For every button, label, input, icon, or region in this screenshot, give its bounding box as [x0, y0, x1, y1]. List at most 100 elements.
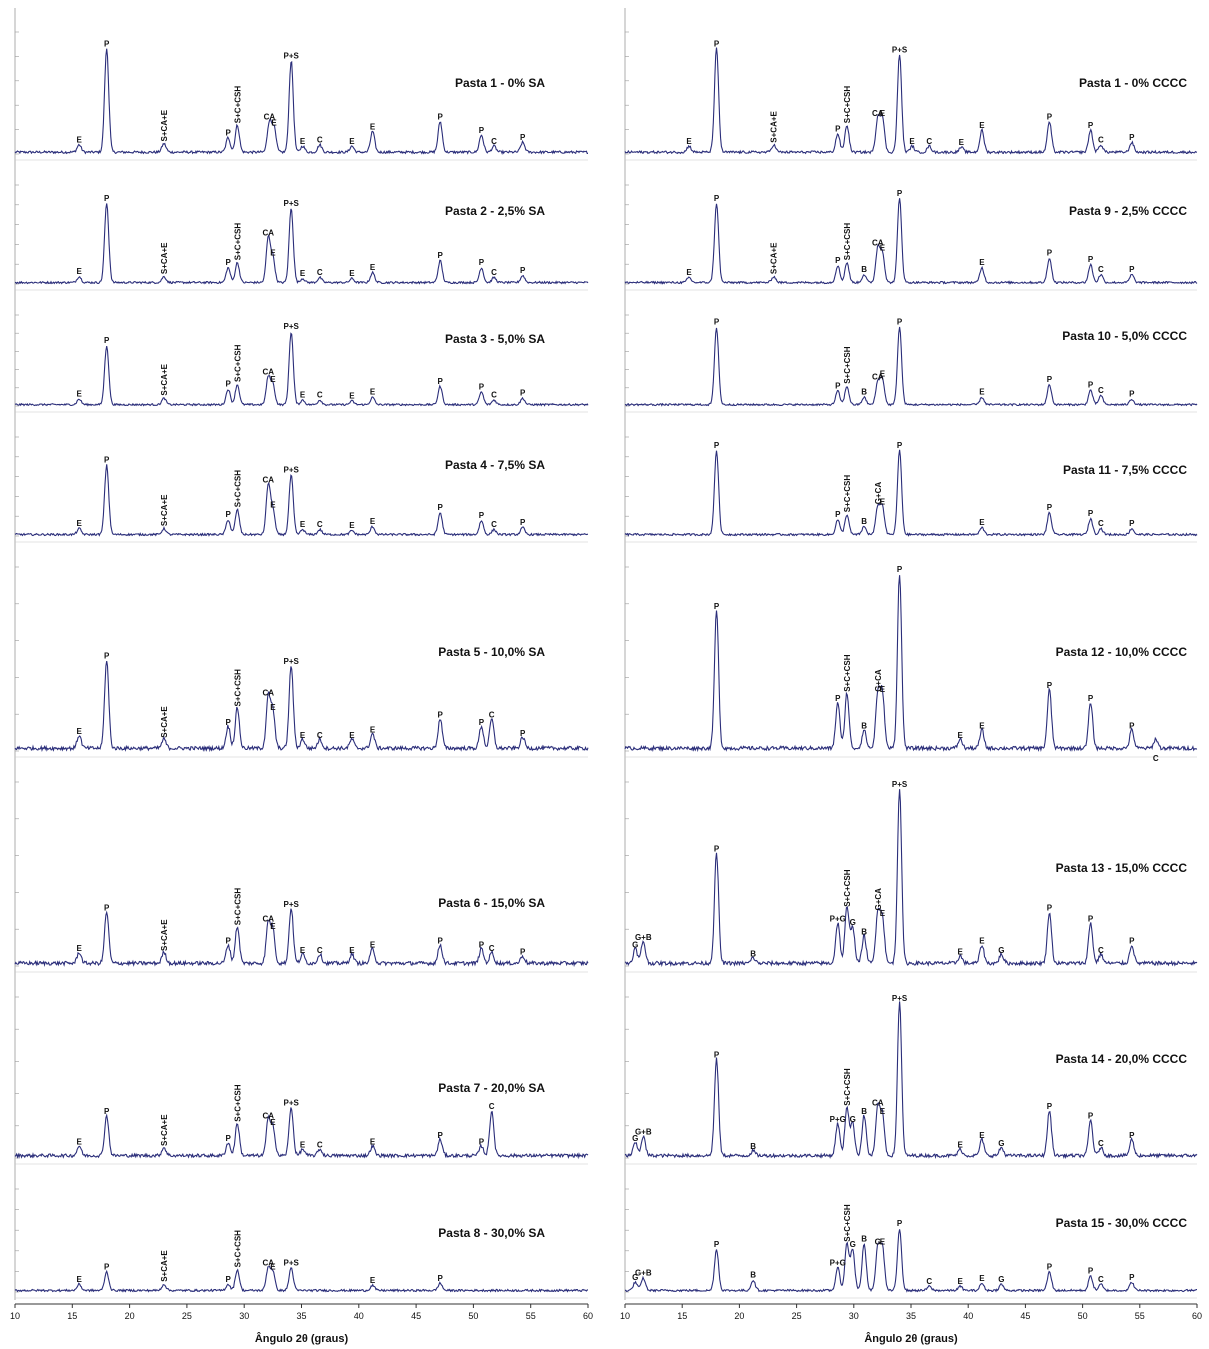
- peak-label: P: [438, 711, 444, 720]
- peak-label: S+C+CSH: [233, 470, 242, 508]
- peak-label: B: [861, 722, 867, 731]
- x-tick-label: 55: [526, 1311, 536, 1321]
- diffractogram-trace: [14, 661, 589, 753]
- peak-label: E: [686, 137, 692, 146]
- peak-label: C: [491, 268, 497, 277]
- peak-label: E: [370, 122, 376, 131]
- diffractogram-trace: [624, 789, 1198, 968]
- peak-label: E: [270, 1263, 276, 1272]
- peak-label: P+S: [284, 466, 300, 475]
- peak-label: S+C+CSH: [843, 869, 852, 907]
- peak-label: S+CA+E: [160, 1250, 169, 1282]
- diffractogram-trace: [14, 464, 589, 537]
- peak-label: E: [958, 1277, 964, 1286]
- peak-label: S+C+CSH: [233, 1230, 242, 1268]
- x-tick-label: 50: [468, 1311, 478, 1321]
- peak-label: C: [317, 390, 323, 399]
- peak-label: E: [300, 137, 306, 146]
- peak-label: P: [1047, 503, 1053, 512]
- peak-label: E: [300, 269, 306, 278]
- peak-label: P: [226, 510, 232, 519]
- panel-title: Pasta 7 - 20,0% SA: [438, 1081, 545, 1095]
- peak-label: S+C+CSH: [843, 86, 852, 124]
- peak-label: E: [686, 268, 692, 277]
- peak-label: C: [489, 944, 495, 953]
- peak-label: P: [479, 382, 485, 391]
- peak-label: CA: [872, 1099, 884, 1108]
- peak-label: P: [226, 380, 232, 389]
- peak-label: P: [1129, 133, 1135, 142]
- peak-label: P: [897, 565, 903, 574]
- peak-label: CA: [263, 476, 275, 485]
- peak-label: S+CA+E: [160, 363, 169, 395]
- peak-label: P+S: [892, 45, 908, 54]
- peak-label: G: [998, 1275, 1004, 1284]
- panel-title: Pasta 6 - 15,0% SA: [438, 896, 545, 910]
- peak-label: P: [104, 456, 110, 465]
- peak-label: P: [438, 113, 444, 122]
- peak-label: CA: [872, 372, 884, 381]
- peak-label: P: [520, 266, 526, 275]
- peak-label: P: [104, 336, 110, 345]
- peak-label: B: [861, 927, 867, 936]
- peak-label: E: [370, 517, 376, 526]
- x-tick-label: 15: [67, 1311, 77, 1321]
- peak-label: S+C+CSH: [233, 888, 242, 926]
- peak-label: P: [835, 256, 841, 265]
- peak-label: E: [77, 390, 83, 399]
- peak-label: G: [875, 1238, 881, 1247]
- peak-label: E: [880, 1107, 886, 1116]
- peak-label: E: [271, 119, 277, 128]
- peak-label: E: [370, 263, 376, 272]
- x-tick-label: 45: [1020, 1311, 1030, 1321]
- x-tick-label: 20: [734, 1311, 744, 1321]
- peak-label: E: [349, 269, 355, 278]
- peak-label: S+CA+E: [160, 919, 169, 951]
- peak-label: E: [349, 137, 355, 146]
- peak-label: P: [104, 904, 110, 913]
- peak-label: G: [850, 1115, 856, 1124]
- diffractogram-trace: [624, 198, 1198, 285]
- peak-label: G: [998, 1139, 1004, 1148]
- x-tick-label: 25: [792, 1311, 802, 1321]
- peak-label: G: [632, 1273, 638, 1282]
- x-tick-label: 25: [182, 1311, 192, 1321]
- peak-label: C: [491, 390, 497, 399]
- peak-label: P: [714, 845, 720, 854]
- peak-label: C: [489, 711, 495, 720]
- peak-label: E: [370, 388, 376, 397]
- peak-label: E: [909, 137, 915, 146]
- peak-label: P: [714, 194, 720, 203]
- peak-label: P+S: [284, 900, 300, 909]
- peak-label: P: [897, 189, 903, 198]
- peak-label: P: [1088, 1267, 1094, 1276]
- peak-label: C: [489, 1102, 495, 1111]
- peak-label: CA: [263, 228, 275, 237]
- peak-label: P+G: [830, 1258, 846, 1267]
- peak-label: P+G: [830, 915, 846, 924]
- peak-label: P: [835, 694, 841, 703]
- peak-label: P: [104, 1263, 110, 1272]
- peak-label: G+B: [635, 1269, 652, 1278]
- x-tick-label: 20: [125, 1311, 135, 1321]
- diffractogram-trace: [14, 1265, 588, 1293]
- peak-label: G+B: [635, 1128, 652, 1137]
- peak-label: P: [835, 125, 841, 134]
- peak-label: G+B: [635, 933, 652, 942]
- peak-label: P: [226, 1134, 232, 1143]
- peak-label: S+CA+E: [770, 242, 779, 274]
- peak-label: C: [1098, 265, 1104, 274]
- peak-label: G+CA: [874, 482, 883, 505]
- peak-label: E: [77, 519, 83, 528]
- peak-label: E: [880, 109, 886, 118]
- peak-label: E: [270, 500, 276, 509]
- x-tick-label: 40: [354, 1311, 364, 1321]
- peak-label: G+CA: [874, 888, 883, 911]
- peak-label: P: [714, 1050, 720, 1059]
- peak-label: P: [1047, 375, 1053, 384]
- peak-label: E: [979, 258, 985, 267]
